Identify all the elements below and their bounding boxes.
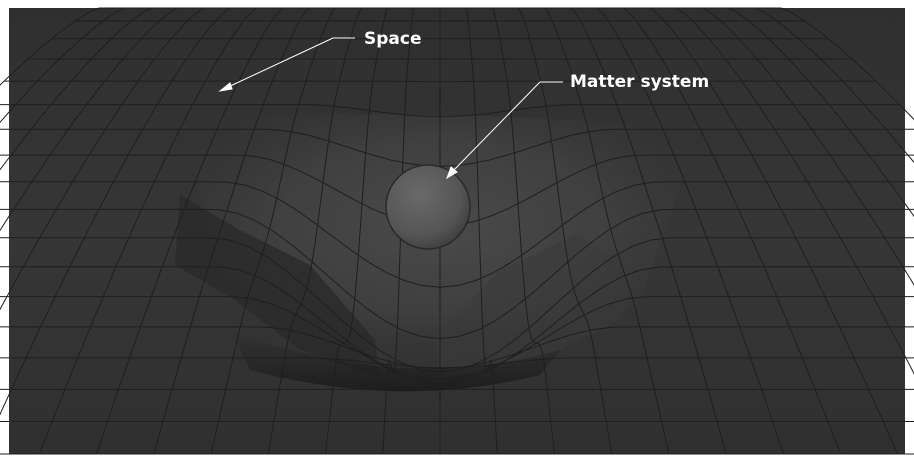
grid-column-line: [0, 7, 205, 311]
grid-column-line: [492, 7, 555, 455]
grid-column-line: [210, 7, 336, 455]
grid-column-line: [0, 7, 152, 171]
well-left-wall: [175, 195, 380, 378]
matter-system-label: Matter system: [570, 72, 710, 92]
grid-column-line: [0, 7, 231, 416]
matter-arrow: [446, 81, 563, 180]
grid-column-line: [96, 7, 283, 455]
grid-column-line: [570, 7, 727, 455]
grid-column-line: [38, 7, 257, 455]
space-label: Space: [364, 29, 422, 49]
grid-column-line: [518, 7, 613, 455]
grid-column-line: [0, 7, 126, 124]
grid-column-line: [597, 7, 784, 455]
grid-column-line: [649, 7, 899, 455]
grid-column-line: [754, 7, 914, 164]
grid-column-line: [267, 7, 362, 455]
well-right-wall: [435, 235, 640, 378]
grid-column-line: [153, 7, 310, 455]
grid-column-line: [780, 7, 914, 121]
grid-column-line: [544, 7, 670, 455]
grid-column-line: [0, 7, 178, 232]
grid-column-line: [623, 7, 842, 455]
matter-sphere-icon: [385, 164, 471, 250]
grid-column-line: [675, 7, 914, 375]
space-arrow: [218, 37, 355, 92]
grid-column-line: [702, 7, 914, 286]
grid-column-line: [465, 7, 498, 455]
grid-column-line: [382, 7, 415, 455]
grid-column-line: [325, 7, 388, 455]
grid-column-line: [728, 7, 914, 218]
grid-column-line: [0, 7, 100, 86]
